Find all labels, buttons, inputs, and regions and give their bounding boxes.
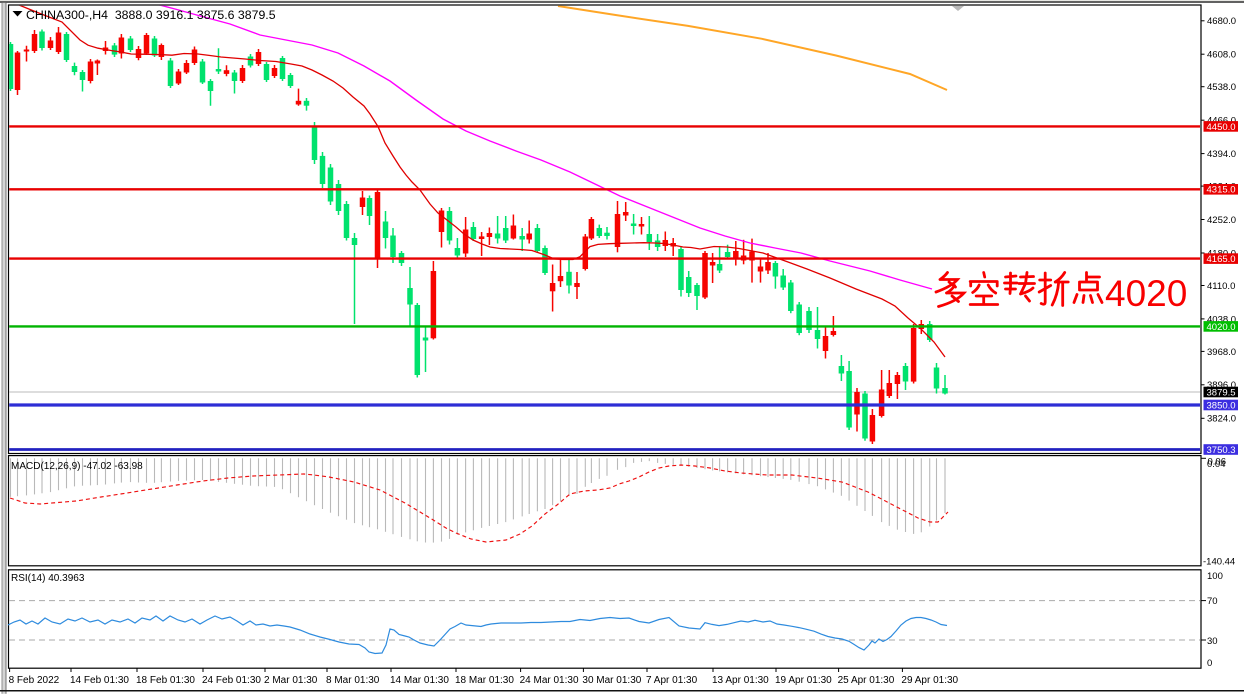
svg-text:4680.0: 4680.0 [1207,16,1236,27]
svg-text:0.06: 0.06 [1208,457,1227,468]
svg-text:4110.0: 4110.0 [1207,281,1235,292]
svg-text:RSI(14) 40.3963: RSI(14) 40.3963 [11,573,85,584]
svg-text:4020.0: 4020.0 [1207,322,1236,333]
svg-text:3896.0: 3896.0 [1207,380,1236,391]
svg-text:4038.0: 4038.0 [1207,314,1236,325]
svg-text:4315.0: 4315.0 [1207,185,1236,196]
svg-text:24 Mar 01:30: 24 Mar 01:30 [520,675,579,686]
svg-text:4252.0: 4252.0 [1207,215,1236,226]
svg-text:2 Mar 01:30: 2 Mar 01:30 [264,675,318,686]
svg-text:3968.0: 3968.0 [1207,347,1236,358]
svg-text:0.04: 0.04 [1207,459,1226,470]
svg-text:3879.5: 3879.5 [1207,387,1236,398]
svg-text:14 Feb 01:30: 14 Feb 01:30 [70,675,129,686]
svg-text:14 Mar 01:30: 14 Mar 01:30 [390,675,449,686]
svg-text:7 Apr 01:30: 7 Apr 01:30 [646,675,698,686]
svg-text:CHINA300-,H4 3888.0 3916.1 38: CHINA300-,H4 3888.0 3916.1 3875.6 3879.5 [26,8,276,22]
svg-text:MACD(12,26,9) -47.02 -63.98: MACD(12,26,9) -47.02 -63.98 [11,461,143,472]
svg-text:100: 100 [1207,571,1223,582]
svg-text:4020: 4020 [1105,273,1187,314]
svg-text:19 Apr 01:30: 19 Apr 01:30 [775,675,832,686]
svg-text:0: 0 [1207,658,1212,669]
svg-text:8 Mar 01:30: 8 Mar 01:30 [326,675,380,686]
svg-text:70: 70 [1207,596,1218,607]
svg-text:4394.0: 4394.0 [1207,149,1236,160]
svg-text:30 Mar 01:30: 30 Mar 01:30 [582,675,641,686]
svg-text:30: 30 [1207,636,1218,647]
svg-text:24 Feb 01:30: 24 Feb 01:30 [202,675,261,686]
svg-text:18 Mar 01:30: 18 Mar 01:30 [455,675,514,686]
svg-text:18 Feb 01:30: 18 Feb 01:30 [136,675,195,686]
svg-text:-140.44: -140.44 [1203,557,1235,568]
svg-text:13 Apr 01:30: 13 Apr 01:30 [712,675,769,686]
svg-text:3850.0: 3850.0 [1207,400,1236,411]
svg-text:25 Apr 01:30: 25 Apr 01:30 [838,675,895,686]
svg-text:3824.0: 3824.0 [1207,414,1236,425]
svg-text:3750.3: 3750.3 [1207,445,1236,456]
svg-text:4165.0: 4165.0 [1207,254,1236,265]
svg-text:4608.0: 4608.0 [1207,50,1236,61]
svg-text:29 Apr 01:30: 29 Apr 01:30 [901,675,958,686]
svg-text:4538.0: 4538.0 [1207,82,1236,93]
svg-text:4450.0: 4450.0 [1207,122,1236,133]
svg-text:8 Feb 2022: 8 Feb 2022 [9,675,60,686]
